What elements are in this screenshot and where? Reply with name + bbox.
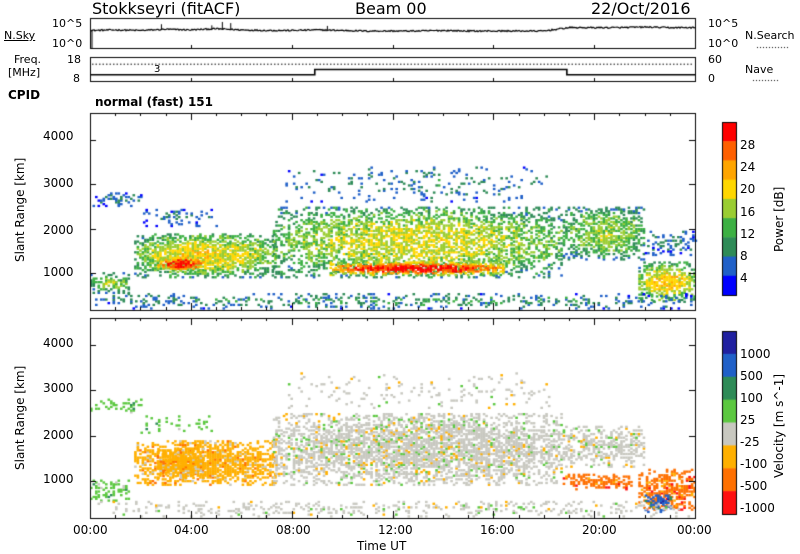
power-cb-24: 24 bbox=[740, 160, 756, 174]
power-cb-28: 28 bbox=[740, 138, 756, 152]
vel-cb-m25: -25 bbox=[740, 435, 760, 449]
xtick-1: 04:00 bbox=[174, 523, 209, 537]
vel-cb-m500: -500 bbox=[740, 479, 768, 493]
xtick-2: 08:00 bbox=[276, 523, 311, 537]
freq-tick-bottom: 8 bbox=[73, 72, 80, 85]
velocity-ytick-1000: 1000 bbox=[43, 472, 74, 486]
velocity-ytick-3000: 3000 bbox=[43, 381, 74, 395]
beam-title: Beam 00 bbox=[355, 0, 427, 18]
power-ytick-4000: 4000 bbox=[43, 129, 74, 143]
vel-cb-m1000: -1000 bbox=[740, 501, 775, 515]
nsky-tick-bottom: 10^0 bbox=[52, 37, 83, 50]
station-title: Stokkseyri (fitACF) bbox=[92, 0, 241, 18]
vel-cb-25: 25 bbox=[740, 413, 756, 427]
nsky-tick-top: 10^5 bbox=[52, 17, 83, 30]
power-cb-8: 8 bbox=[740, 249, 748, 263]
nsearch-tick-bottom: 10^0 bbox=[708, 37, 739, 50]
freq-marker: 3 bbox=[154, 64, 161, 75]
power-cb-12: 12 bbox=[740, 227, 756, 241]
power-cb-20: 20 bbox=[740, 182, 756, 196]
xtick-3: 12:00 bbox=[378, 523, 413, 537]
vel-cb-m100: -100 bbox=[740, 457, 768, 471]
vel-cb-100: 100 bbox=[740, 391, 763, 405]
xtick-6: 00:00 bbox=[677, 523, 712, 537]
power-cb-4: 4 bbox=[740, 271, 748, 285]
vel-cb-label: Velocity [m s^-1] bbox=[772, 373, 786, 478]
freq-label-line2: [MHz] bbox=[8, 66, 41, 79]
cpid-value: normal (fast) 151 bbox=[95, 95, 213, 109]
xtick-5: 20:00 bbox=[582, 523, 617, 537]
nave-tick-top: 60 bbox=[708, 53, 722, 66]
power-cb-16: 16 bbox=[740, 205, 756, 219]
nsearch-tick-top: 10^5 bbox=[708, 17, 739, 30]
xlabel: Time UT bbox=[357, 539, 407, 553]
xtick-4: 16:00 bbox=[480, 523, 515, 537]
power-ylabel: Slant Range [km] bbox=[13, 157, 27, 262]
vel-cb-1000: 1000 bbox=[740, 347, 771, 361]
velocity-ytick-2000: 2000 bbox=[43, 428, 74, 442]
cpid-label: CPID bbox=[8, 88, 41, 102]
power-cb-label: Power [dB] bbox=[772, 186, 786, 252]
velocity-ylabel: Slant Range [km] bbox=[13, 365, 27, 470]
nsky-label: N.Sky bbox=[4, 29, 36, 42]
date-title: 22/Oct/2016 bbox=[591, 0, 691, 18]
power-ytick-2000: 2000 bbox=[43, 223, 74, 237]
power-ytick-1000: 1000 bbox=[43, 265, 74, 279]
freq-label-line1: Freq. bbox=[14, 53, 42, 66]
velocity-ytick-4000: 4000 bbox=[43, 336, 74, 350]
vel-cb-500: 500 bbox=[740, 369, 763, 383]
xtick-0: 00:00 bbox=[73, 523, 108, 537]
nave-tick-bottom: 0 bbox=[708, 72, 715, 85]
nsearch-label: N.Search bbox=[745, 29, 795, 42]
freq-tick-top: 18 bbox=[67, 53, 81, 66]
nave-label: Nave bbox=[745, 63, 774, 76]
power-ytick-3000: 3000 bbox=[43, 176, 74, 190]
